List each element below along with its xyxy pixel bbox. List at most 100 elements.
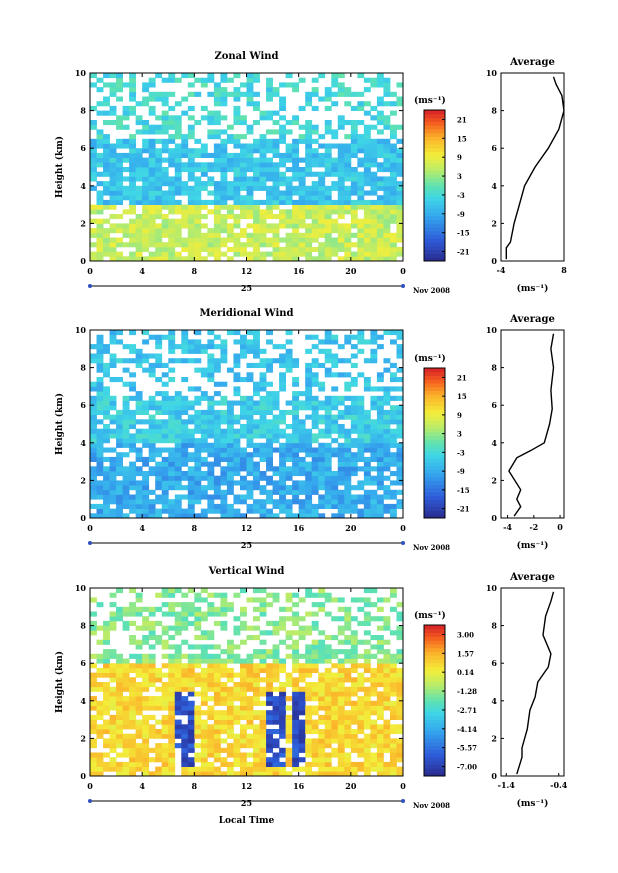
heatmap-cell — [129, 409, 137, 415]
heatmap-cell — [187, 588, 195, 594]
heatmap-cell — [376, 162, 384, 168]
heatmap-cell — [239, 691, 247, 697]
heatmap-cell — [266, 480, 273, 486]
heatmap-cell — [253, 649, 260, 655]
heatmap-cell — [389, 143, 397, 149]
heatmap-cell — [155, 438, 163, 444]
heatmap-cell — [207, 405, 215, 411]
heatmap-cell — [200, 766, 208, 772]
heatmap-cell — [370, 700, 378, 706]
heatmap-cell — [194, 176, 202, 182]
heatmap-cell — [142, 405, 150, 411]
heatmap-cell — [383, 653, 391, 659]
heatmap-cell — [161, 129, 169, 135]
heatmap-cell — [187, 242, 195, 248]
heatmap-cell — [90, 719, 97, 725]
heatmap-cell — [337, 87, 345, 93]
heatmap-cell — [324, 218, 332, 224]
heatmap-cell — [226, 733, 234, 739]
heatmap-cell — [396, 724, 404, 730]
heatmap-cell — [311, 489, 319, 495]
heatmap-cell — [142, 143, 150, 149]
heatmap-cell — [324, 653, 332, 659]
heatmap-cell — [226, 452, 234, 458]
heatmap-cell — [207, 152, 215, 158]
heatmap-cell — [324, 475, 332, 481]
heatmap-cell — [376, 649, 384, 655]
heatmap-cell — [337, 246, 345, 252]
heatmap-cell — [253, 696, 260, 702]
heatmap-cell — [187, 171, 195, 177]
heatmap-cell — [103, 405, 110, 411]
heatmap-cell — [181, 348, 189, 354]
heatmap-cell — [383, 209, 391, 215]
heatmap-cell — [233, 110, 241, 116]
heatmap-cell — [161, 195, 169, 201]
heatmap-cell — [259, 710, 267, 716]
heatmap-cell — [187, 237, 195, 243]
heatmap-cell — [337, 475, 345, 481]
heatmap-cell — [129, 761, 137, 767]
heatmap-cell — [383, 424, 391, 430]
heatmap-cell — [168, 256, 176, 262]
heatmap-cell — [331, 503, 339, 509]
heatmap-cell — [376, 635, 384, 641]
heatmap-cell — [96, 672, 104, 678]
heatmap-cell — [285, 367, 293, 373]
heatmap-cell — [207, 77, 215, 83]
heatmap-cell — [305, 190, 313, 196]
heatmap-cell — [187, 499, 195, 505]
heatmap-cell — [213, 747, 221, 753]
heatmap-cell — [337, 214, 345, 220]
heatmap-cell — [363, 489, 371, 495]
heatmap-cell — [279, 353, 287, 359]
heatmap-cell — [285, 456, 293, 462]
heatmap-cell — [174, 691, 182, 697]
heatmap-cell — [220, 242, 228, 248]
heatmap-cell — [220, 475, 228, 481]
heatmap-cell — [376, 82, 384, 88]
heatmap-cell — [396, 251, 404, 257]
heatmap-cell — [109, 738, 117, 744]
heatmap-cell — [272, 171, 280, 177]
heatmap-cell — [272, 719, 280, 725]
heatmap-cell — [363, 218, 371, 224]
heatmap-cell — [253, 710, 260, 716]
heatmap-cell — [357, 181, 365, 187]
heatmap-cell — [135, 447, 143, 453]
heatmap-cell — [266, 747, 273, 753]
heatmap-cell — [213, 223, 221, 229]
heatmap-cell — [96, 471, 104, 477]
heatmap-cell — [148, 700, 156, 706]
heatmap-cell — [174, 424, 182, 430]
heatmap-cell — [174, 400, 182, 406]
heatmap-cell — [357, 218, 365, 224]
heatmap-cell — [226, 466, 234, 472]
heatmap-cell — [213, 190, 221, 196]
heatmap-cell — [122, 438, 130, 444]
heatmap-cell — [396, 386, 404, 392]
heatmap-cell — [116, 223, 124, 229]
heatmap-cell — [266, 456, 273, 462]
heatmap-cell — [292, 391, 300, 397]
heatmap-cell — [226, 700, 234, 706]
heatmap-cell — [363, 143, 371, 149]
heatmap-cell — [233, 471, 241, 477]
heatmap-cell — [135, 190, 143, 196]
heatmap-cell — [305, 232, 313, 238]
heatmap-cell — [305, 162, 313, 168]
heatmap-cell — [298, 508, 306, 514]
heatmap-cell — [370, 766, 378, 772]
heatmap-cell — [292, 696, 300, 702]
heatmap-cell — [90, 682, 97, 688]
heatmap-cell — [129, 199, 137, 205]
heatmap-cell — [389, 377, 397, 383]
heatmap-cell — [246, 256, 254, 262]
colorbar-swatch — [424, 132, 445, 137]
heatmap-cell — [116, 743, 124, 749]
heatmap-cell — [389, 442, 397, 448]
heatmap-cell — [285, 148, 293, 154]
heatmap-cell — [357, 700, 365, 706]
heatmap-cell — [233, 242, 241, 248]
heatmap-cell — [103, 162, 110, 168]
